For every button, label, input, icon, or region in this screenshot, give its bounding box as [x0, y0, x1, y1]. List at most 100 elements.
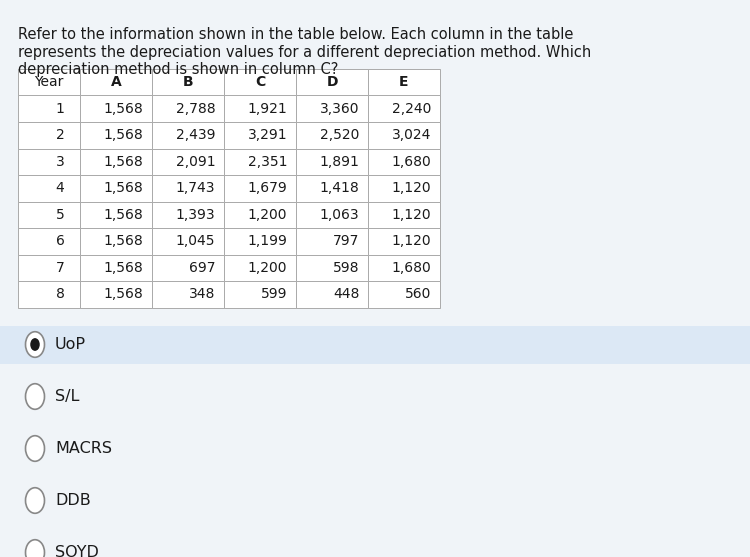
Text: 697: 697 [189, 261, 215, 275]
Text: 599: 599 [261, 287, 287, 301]
Text: 348: 348 [189, 287, 215, 301]
Text: 2,240: 2,240 [392, 102, 431, 116]
Text: 1,891: 1,891 [320, 155, 359, 169]
Text: 2,351: 2,351 [248, 155, 287, 169]
Text: B: B [183, 75, 194, 89]
Bar [296, 95, 368, 122]
Text: 2,091: 2,091 [176, 155, 215, 169]
Bar [152, 122, 224, 149]
Bar [0, 325, 750, 364]
Bar [18, 228, 80, 255]
Text: 1,045: 1,045 [176, 234, 215, 248]
Text: 797: 797 [333, 234, 359, 248]
Text: 6: 6 [56, 234, 64, 248]
Text: 1,418: 1,418 [320, 181, 359, 196]
Ellipse shape [26, 436, 44, 461]
Bar [80, 175, 152, 202]
Bar [224, 202, 296, 228]
Text: 1,921: 1,921 [248, 102, 287, 116]
Text: 3,360: 3,360 [320, 102, 359, 116]
Text: 1,568: 1,568 [104, 128, 143, 142]
Bar [18, 95, 80, 122]
Text: 1: 1 [56, 102, 64, 116]
Text: 2,788: 2,788 [176, 102, 215, 116]
Text: 560: 560 [405, 287, 431, 301]
Bar [368, 122, 440, 149]
Bar [80, 281, 152, 307]
Text: 2,520: 2,520 [320, 128, 359, 142]
Text: 598: 598 [333, 261, 359, 275]
Bar [80, 228, 152, 255]
Text: C: C [255, 75, 266, 89]
Bar [80, 122, 152, 149]
Ellipse shape [26, 332, 44, 357]
Text: 2,439: 2,439 [176, 128, 215, 142]
Bar [296, 149, 368, 175]
Text: 1,120: 1,120 [392, 181, 431, 196]
Text: Refer to the information shown in the table below. Each column in the table: Refer to the information shown in the ta… [18, 27, 573, 42]
Bar [368, 228, 440, 255]
Text: 1,568: 1,568 [104, 208, 143, 222]
Text: 1,568: 1,568 [104, 102, 143, 116]
Text: 1,743: 1,743 [176, 181, 215, 196]
Bar [296, 281, 368, 307]
Bar [224, 175, 296, 202]
Bar [224, 281, 296, 307]
Text: 1,679: 1,679 [248, 181, 287, 196]
Text: represents the depreciation values for a different depreciation method. Which: represents the depreciation values for a… [18, 45, 591, 60]
Bar [296, 69, 368, 95]
Text: 7: 7 [56, 261, 64, 275]
Text: E: E [399, 75, 409, 89]
Bar [80, 255, 152, 281]
Bar [224, 255, 296, 281]
Bar [152, 149, 224, 175]
Text: A: A [111, 75, 122, 89]
Text: 448: 448 [333, 287, 359, 301]
Ellipse shape [26, 488, 44, 514]
Text: 1,680: 1,680 [392, 155, 431, 169]
Bar [152, 175, 224, 202]
Bar [368, 255, 440, 281]
Text: 1,680: 1,680 [392, 261, 431, 275]
Text: 1,568: 1,568 [104, 155, 143, 169]
Bar [152, 95, 224, 122]
Text: S/L: S/L [55, 389, 80, 404]
Text: 1,063: 1,063 [320, 208, 359, 222]
Text: 1,120: 1,120 [392, 234, 431, 248]
Bar [18, 175, 80, 202]
Bar [296, 122, 368, 149]
Bar [80, 69, 152, 95]
Text: 3,291: 3,291 [248, 128, 287, 142]
Bar [80, 149, 152, 175]
Bar [296, 228, 368, 255]
Text: 8: 8 [56, 287, 64, 301]
Bar [18, 202, 80, 228]
Text: 1,200: 1,200 [248, 261, 287, 275]
Bar [368, 175, 440, 202]
Text: MACRS: MACRS [55, 441, 112, 456]
Bar [296, 202, 368, 228]
Text: DDB: DDB [55, 493, 91, 508]
Bar [80, 95, 152, 122]
Bar [80, 202, 152, 228]
Bar [296, 255, 368, 281]
Text: 1,200: 1,200 [248, 208, 287, 222]
Bar [368, 202, 440, 228]
Text: 1,568: 1,568 [104, 261, 143, 275]
Bar [224, 95, 296, 122]
Bar [368, 95, 440, 122]
Bar [224, 149, 296, 175]
Text: SOYD: SOYD [55, 545, 99, 557]
Text: 2: 2 [56, 128, 64, 142]
Text: 1,120: 1,120 [392, 208, 431, 222]
Bar [18, 281, 80, 307]
Ellipse shape [26, 540, 44, 557]
Bar [368, 281, 440, 307]
Bar [152, 255, 224, 281]
Text: 1,568: 1,568 [104, 287, 143, 301]
Ellipse shape [30, 338, 40, 351]
Bar [18, 69, 80, 95]
Ellipse shape [26, 384, 44, 409]
Bar [152, 281, 224, 307]
Bar [224, 69, 296, 95]
